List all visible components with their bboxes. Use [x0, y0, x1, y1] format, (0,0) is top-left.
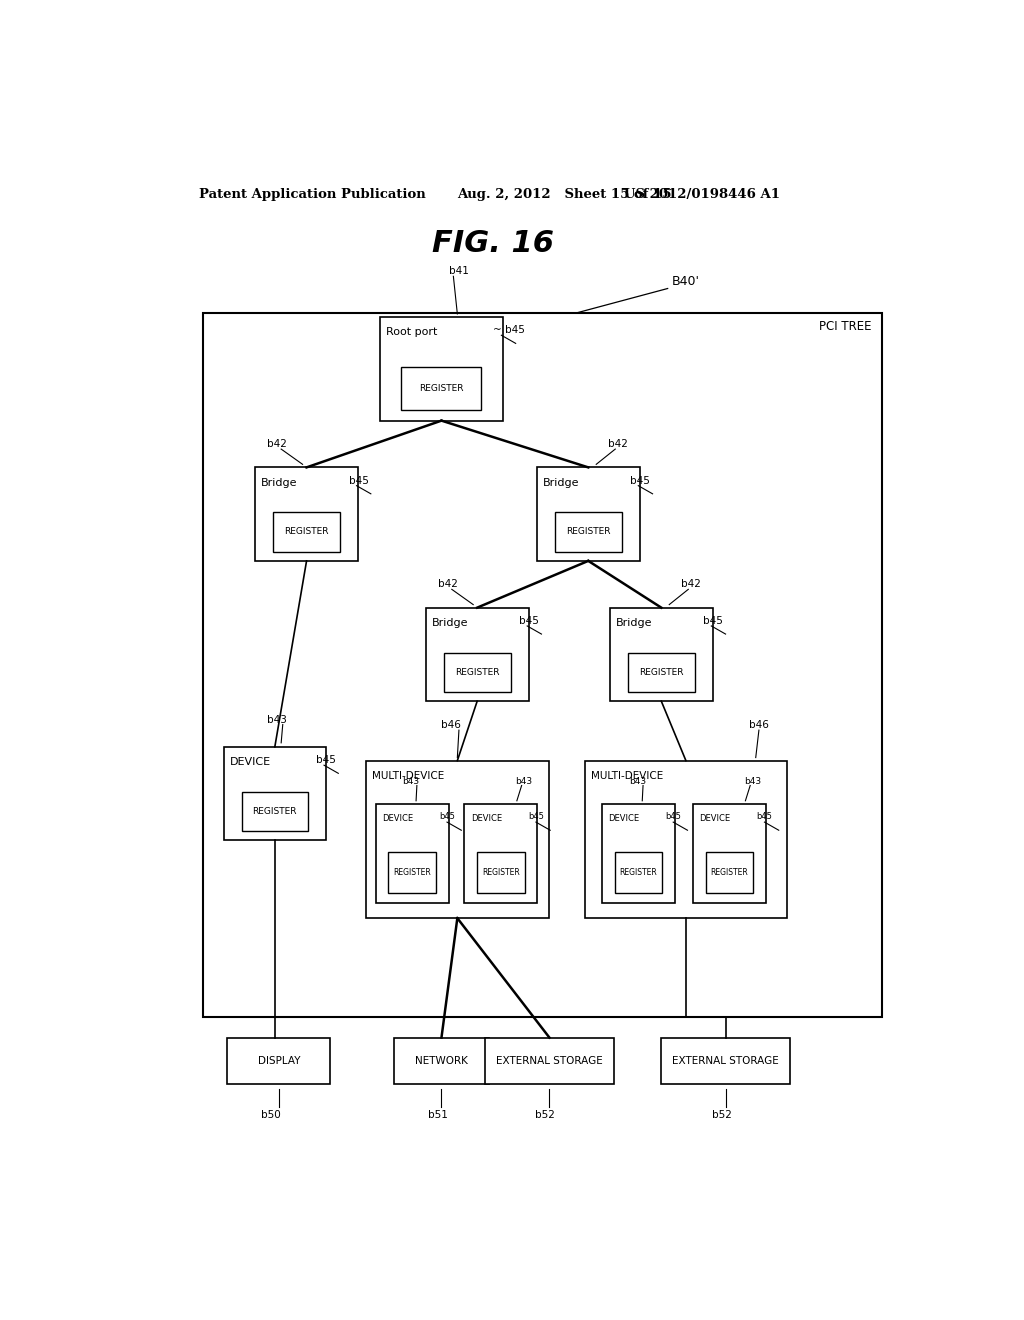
Text: REGISTER: REGISTER — [711, 869, 749, 876]
Text: DEVICE: DEVICE — [230, 758, 271, 767]
FancyBboxPatch shape — [628, 652, 695, 692]
Text: Root port: Root port — [386, 327, 437, 337]
FancyBboxPatch shape — [394, 1038, 489, 1084]
FancyBboxPatch shape — [555, 512, 622, 552]
FancyBboxPatch shape — [380, 317, 503, 421]
Text: b45: b45 — [348, 475, 369, 486]
Text: REGISTER: REGISTER — [455, 668, 500, 677]
Text: ~ b45: ~ b45 — [494, 325, 525, 335]
Text: b45: b45 — [703, 615, 723, 626]
FancyBboxPatch shape — [255, 467, 358, 561]
FancyBboxPatch shape — [585, 760, 787, 919]
FancyBboxPatch shape — [660, 1038, 791, 1084]
Text: b45: b45 — [666, 812, 681, 821]
FancyBboxPatch shape — [614, 851, 662, 894]
FancyBboxPatch shape — [388, 851, 436, 894]
Text: B40': B40' — [672, 276, 699, 289]
Text: REGISTER: REGISTER — [393, 869, 431, 876]
Text: Bridge: Bridge — [432, 618, 468, 628]
Text: EXTERNAL STORAGE: EXTERNAL STORAGE — [672, 1056, 779, 1067]
FancyBboxPatch shape — [477, 851, 524, 894]
Text: REGISTER: REGISTER — [253, 807, 297, 816]
Text: b46: b46 — [750, 721, 769, 730]
Text: b46: b46 — [441, 721, 462, 730]
Text: b43: b43 — [629, 776, 646, 785]
Text: DEVICE: DEVICE — [471, 814, 502, 822]
Text: b45: b45 — [439, 812, 455, 821]
Text: EXTERNAL STORAGE: EXTERNAL STORAGE — [496, 1056, 603, 1067]
FancyBboxPatch shape — [367, 760, 549, 919]
Text: DEVICE: DEVICE — [382, 814, 413, 822]
Text: REGISTER: REGISTER — [482, 869, 520, 876]
FancyBboxPatch shape — [706, 851, 754, 894]
Text: DEVICE: DEVICE — [699, 814, 730, 822]
FancyBboxPatch shape — [273, 512, 340, 552]
Text: b45: b45 — [519, 615, 539, 626]
FancyBboxPatch shape — [426, 607, 528, 701]
FancyBboxPatch shape — [242, 792, 308, 832]
Text: Aug. 2, 2012   Sheet 15 of 15: Aug. 2, 2012 Sheet 15 of 15 — [458, 189, 672, 202]
Text: MULTI-DEVICE: MULTI-DEVICE — [591, 771, 664, 781]
FancyBboxPatch shape — [465, 804, 538, 903]
Text: b52: b52 — [536, 1110, 555, 1119]
FancyBboxPatch shape — [376, 804, 449, 903]
Text: NETWORK: NETWORK — [415, 1056, 468, 1067]
Text: REGISTER: REGISTER — [566, 528, 610, 536]
FancyBboxPatch shape — [227, 1038, 331, 1084]
Text: Patent Application Publication: Patent Application Publication — [200, 189, 426, 202]
Text: REGISTER: REGISTER — [639, 668, 684, 677]
Text: b51: b51 — [428, 1110, 447, 1119]
Text: b42: b42 — [437, 579, 458, 589]
Text: b45: b45 — [528, 812, 544, 821]
Text: DEVICE: DEVICE — [608, 814, 639, 822]
FancyBboxPatch shape — [484, 1038, 614, 1084]
FancyBboxPatch shape — [443, 652, 511, 692]
Text: Bridge: Bridge — [543, 478, 580, 487]
FancyBboxPatch shape — [204, 313, 882, 1018]
Text: b41: b41 — [450, 267, 469, 276]
Text: PCI TREE: PCI TREE — [819, 319, 871, 333]
Text: REGISTER: REGISTER — [285, 528, 329, 536]
Text: b42: b42 — [681, 579, 701, 589]
Text: b42: b42 — [267, 440, 287, 449]
Text: b45: b45 — [316, 755, 336, 766]
Text: b50: b50 — [261, 1110, 281, 1119]
FancyBboxPatch shape — [602, 804, 675, 903]
Text: REGISTER: REGISTER — [419, 384, 464, 393]
Text: MULTI-DEVICE: MULTI-DEVICE — [373, 771, 444, 781]
Text: b45: b45 — [631, 475, 650, 486]
Text: b43: b43 — [743, 776, 761, 785]
FancyBboxPatch shape — [609, 607, 713, 701]
Text: b43: b43 — [402, 776, 420, 785]
FancyBboxPatch shape — [537, 467, 640, 561]
Text: b45: b45 — [757, 812, 772, 821]
FancyBboxPatch shape — [693, 804, 766, 903]
Text: b43: b43 — [515, 776, 532, 785]
FancyBboxPatch shape — [224, 747, 326, 841]
Text: Bridge: Bridge — [616, 618, 652, 628]
Text: b42: b42 — [608, 440, 628, 449]
Text: Bridge: Bridge — [261, 478, 298, 487]
Text: b52: b52 — [712, 1110, 731, 1119]
Text: b43: b43 — [267, 714, 287, 725]
FancyBboxPatch shape — [401, 367, 481, 411]
Text: FIG. 16: FIG. 16 — [432, 230, 554, 259]
Text: REGISTER: REGISTER — [620, 869, 657, 876]
Text: DISPLAY: DISPLAY — [257, 1056, 300, 1067]
Text: US 2012/0198446 A1: US 2012/0198446 A1 — [624, 189, 780, 202]
